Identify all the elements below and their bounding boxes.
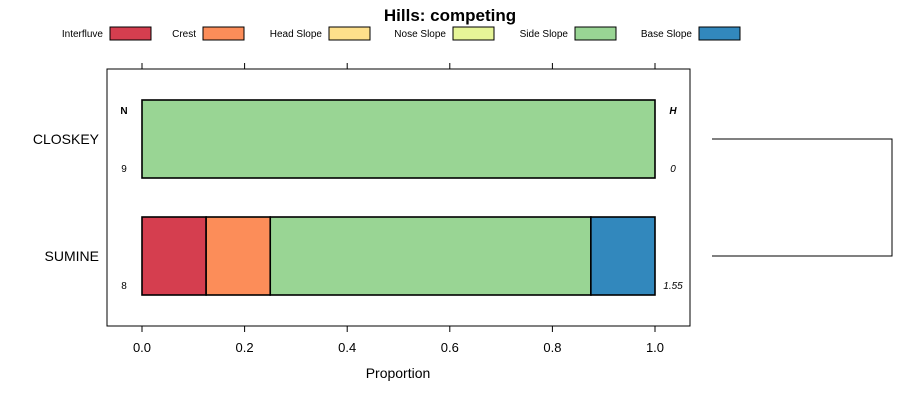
h-value-0: 0 [670, 164, 676, 175]
n-value-0: 9 [121, 164, 127, 175]
legend-label-4: Side Slope [520, 29, 569, 40]
bar-segment-1-0 [141, 216, 207, 296]
header-h: H [669, 106, 677, 117]
x-axis-label: Proportion [366, 365, 431, 381]
legend-label-5: Base Slope [641, 29, 693, 40]
legend-swatch-2 [328, 26, 371, 41]
h-value-1: 1.55 [663, 281, 683, 292]
legend: Interfluve Crest Head Slope Nose Slope Side … [62, 26, 741, 41]
legend-swatch-5 [698, 26, 741, 41]
legend-swatch-3 [452, 26, 495, 41]
legend-label-3: Nose Slope [394, 29, 446, 40]
legend-label-2: Head Slope [270, 29, 323, 40]
bar-segment-1-5 [590, 216, 656, 296]
header-n: N [120, 106, 127, 117]
x-tick-label-4: 0.8 [543, 340, 561, 355]
legend-swatch-0 [109, 26, 152, 41]
bar-segment-1-4 [269, 216, 592, 296]
x-tick-label-3: 0.6 [441, 340, 459, 355]
plot-frame [106, 68, 691, 327]
legend-swatch-4 [574, 26, 617, 41]
category-label-1: SUMINE [45, 248, 99, 264]
n-value-1: 8 [121, 281, 127, 292]
bar-segment-0-4 [141, 99, 656, 179]
legend-label-0: Interfluve [62, 29, 104, 40]
x-tick-label-2: 0.4 [338, 340, 356, 355]
dendrogram-link [712, 138, 893, 257]
x-tick-label-1: 0.2 [236, 340, 254, 355]
category-label-0: CLOSKEY [33, 131, 100, 147]
bar-segment-1-1 [205, 216, 272, 296]
legend-swatch-1 [202, 26, 245, 41]
x-tick-label-0: 0.0 [133, 340, 151, 355]
chart-title: Hills: competing [384, 6, 516, 25]
plot-area: 0.0 0.2 0.4 0.6 0.8 1.0 N H CLOSKEY 9 0 SUMINE 8 1.55 [33, 63, 691, 355]
legend-label-1: Crest [172, 29, 196, 40]
x-tick-label-5: 1.0 [646, 340, 664, 355]
